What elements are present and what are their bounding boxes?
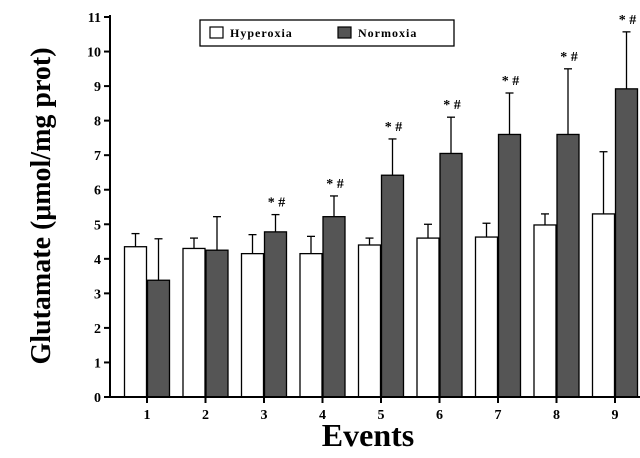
normoxia-bar bbox=[439, 152, 463, 398]
legend-box bbox=[199, 19, 455, 47]
normoxia-bar bbox=[205, 249, 229, 398]
hyperoxia-bar bbox=[299, 252, 323, 398]
y-tick-label: 0 bbox=[94, 391, 101, 406]
normoxia-legend-label: Normoxia bbox=[358, 26, 417, 40]
significance-mark: * # bbox=[268, 196, 286, 211]
hyperoxia-bar bbox=[182, 247, 206, 398]
x-axis-title: Events bbox=[322, 417, 414, 453]
x-tick-label: 9 bbox=[612, 408, 619, 423]
y-tick-label: 5 bbox=[94, 218, 101, 233]
x-tick-label: 7 bbox=[495, 408, 502, 423]
significance-mark: * # bbox=[502, 74, 520, 89]
y-tick-label: 3 bbox=[94, 287, 101, 302]
x-tick-label: 1 bbox=[144, 408, 151, 423]
x-tick-label: 8 bbox=[553, 408, 560, 423]
significance-mark: * # bbox=[560, 50, 578, 65]
normoxia-bar bbox=[322, 216, 346, 398]
axes-layer bbox=[109, 15, 640, 398]
hyperoxia-legend-swatch bbox=[209, 26, 224, 39]
hyperoxia-bar bbox=[591, 213, 616, 398]
hyperoxia-legend-label: Hyperoxia bbox=[230, 26, 293, 40]
hyperoxia-bar bbox=[416, 237, 440, 398]
significance-marks-layer: * # * # * # * # * # * # * # bbox=[268, 13, 637, 211]
x-tick-label: 2 bbox=[202, 408, 209, 423]
normoxia-bar bbox=[146, 279, 171, 398]
y-tick-label: 8 bbox=[94, 115, 101, 130]
x-tick-label: 6 bbox=[436, 408, 443, 423]
significance-mark: * # bbox=[443, 98, 461, 113]
y-tick-label: 11 bbox=[88, 11, 101, 26]
bars-layer bbox=[123, 31, 639, 398]
normoxia-legend-swatch bbox=[337, 26, 352, 39]
y-tick-label: 2 bbox=[94, 322, 101, 337]
y-tick-label: 9 bbox=[94, 80, 101, 95]
normoxia-bar bbox=[263, 231, 288, 398]
hyperoxia-bar bbox=[123, 246, 148, 398]
normoxia-bar bbox=[497, 133, 522, 398]
hyperoxia-bar bbox=[240, 252, 265, 398]
normoxia-bar bbox=[614, 88, 639, 398]
legend: Hyperoxia Normoxia bbox=[199, 19, 455, 47]
x-tick-label: 4 bbox=[319, 408, 326, 423]
y-tick-label: 1 bbox=[94, 356, 101, 371]
x-tick-label: 3 bbox=[261, 408, 268, 423]
y-tick-label: 4 bbox=[94, 253, 101, 268]
y-axis-title: Glutamate (μmol/mg prot) bbox=[26, 47, 57, 364]
normoxia-bar bbox=[380, 174, 405, 398]
normoxia-bar bbox=[556, 133, 580, 398]
y-tick-label: 7 bbox=[94, 149, 101, 164]
significance-mark: * # bbox=[385, 120, 403, 135]
y-tick-label: 6 bbox=[94, 184, 101, 199]
significance-mark: * # bbox=[326, 177, 344, 192]
y-tick-label: 10 bbox=[87, 46, 101, 61]
significance-mark: * # bbox=[619, 13, 637, 28]
x-tick-label: 5 bbox=[378, 408, 385, 423]
hyperoxia-bar bbox=[357, 244, 382, 398]
hyperoxia-bar bbox=[474, 236, 499, 398]
hyperoxia-bar bbox=[533, 224, 557, 398]
